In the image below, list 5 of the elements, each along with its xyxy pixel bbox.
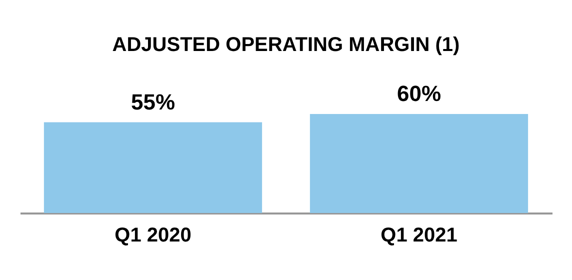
data-label: 60% [396,81,442,106]
chart-title: ADJUSTED OPERATING MARGIN (1) [112,34,460,56]
x-tick-label: Q1 2021 [380,224,458,246]
x-tick-label: Q1 2020 [114,224,192,246]
data-label: 55% [130,89,176,114]
